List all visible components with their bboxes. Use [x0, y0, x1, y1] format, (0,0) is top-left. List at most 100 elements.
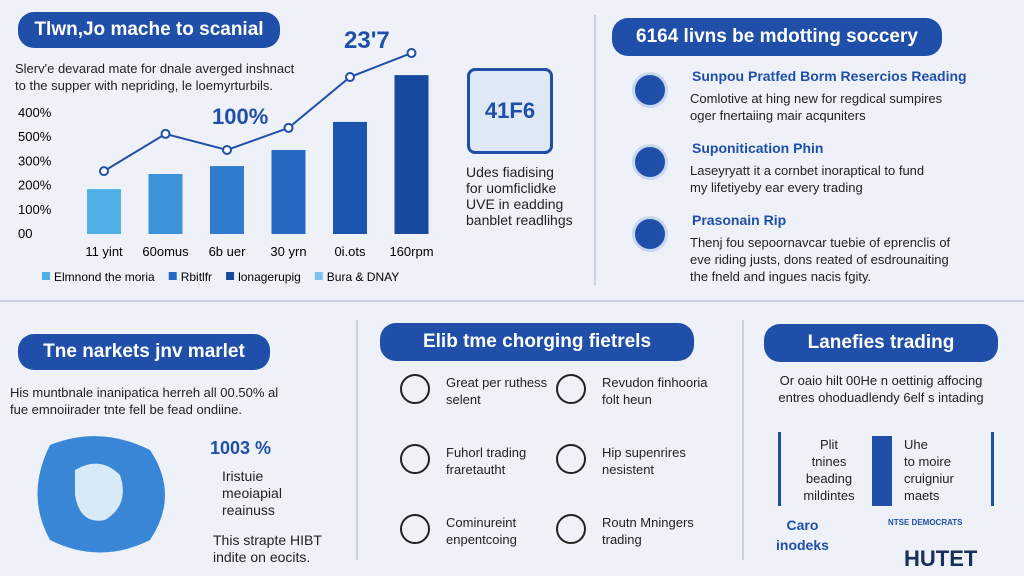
line-point [99, 166, 109, 177]
feature-text: my lifetiyeby ear every trading [690, 180, 863, 195]
item-text: Hip supenrires nesistent [602, 445, 686, 477]
feature-text: oger fnertaiing mair acquniters [690, 108, 866, 123]
x-tick-label: 160rpm [389, 244, 433, 259]
text-line: Slerv'e devarad mate for dnale averged i… [15, 61, 295, 76]
text-line: Plit [819, 437, 839, 452]
text-line: His muntbnale inanipatica herreh all 00.… [10, 385, 279, 400]
note: Udes fiadising for uomficlidke UVE in eadd… [466, 164, 573, 228]
item-text: Great per ruthess selent [446, 375, 548, 407]
x-tick-label: 30 yrn [270, 244, 306, 259]
legend-swatch [168, 272, 177, 280]
line-point [283, 122, 294, 133]
bar [271, 150, 306, 234]
y-tick-label: 500% [18, 129, 52, 144]
legend-swatch [42, 272, 50, 280]
bar [394, 75, 429, 235]
item-icon [400, 514, 430, 544]
text-line: for uomficlidke [466, 180, 557, 196]
text-line: meoiapial [222, 485, 282, 501]
compare-box [778, 432, 994, 506]
panel-title: 6164 livns be mdotting soccery [612, 18, 942, 56]
x-tick-label: 6b uer [209, 244, 247, 259]
legend-label: Elmnond the moria [54, 270, 155, 284]
panel-title: Lanefies trading [764, 324, 998, 362]
feature-title: Sunpou Pratfed Borm Resercios Reading [692, 68, 967, 84]
list: Uhe to moire cruigniur maets [904, 436, 954, 504]
divider [594, 15, 596, 285]
subtitle: Slerv'e devarad mate for dnale averged i… [15, 60, 294, 94]
text-line: inodeks [776, 537, 829, 553]
item-icon [400, 444, 430, 474]
text-line: UVE in eadding [466, 196, 564, 212]
feature-text: eve riding justs, dons reated of esdroun… [690, 252, 949, 267]
y-tick-label: 00 [18, 226, 32, 241]
text-line: maets [904, 488, 940, 503]
caption: This strapte HIBT indite on eocits. [213, 532, 322, 566]
y-tick-label: 100% [18, 202, 52, 217]
legend-label: Bura & DNAY [327, 270, 399, 284]
item-text: Cominureint enpentcoing [446, 515, 517, 547]
y-tick-label: 400% [18, 105, 52, 120]
feature-title: Prasonain Rip [692, 212, 787, 228]
text-line: banblet readlihgs [466, 212, 573, 228]
feature-icon [632, 216, 668, 252]
x-tick-label: 60omus [142, 244, 189, 259]
line-point [222, 145, 232, 155]
stat: 1003 % [210, 438, 272, 458]
feature-icon [632, 72, 668, 108]
text-line: This strapte HIBT [213, 532, 322, 548]
text-line: Uhe [904, 437, 928, 452]
feature: Suponitication Phin Laseyryatt it a cornb… [632, 140, 1012, 212]
line [103, 52, 412, 172]
feature-text: Laseyryatt it a cornbet inoraptical to f… [690, 163, 925, 178]
text-line: beading [805, 471, 853, 486]
feature-icon [632, 144, 668, 180]
item-text: Fuhorl trading fraretautht [446, 445, 527, 477]
text-line: fue emnoiirader tnte fell be fead ondiin… [10, 402, 242, 417]
panel-title: Tne narkets jnv marlet [18, 334, 270, 370]
bar-chart: 400% 500% 300% 200% 100% 00 11 yint 60omus 6b ue… [18, 27, 434, 284]
feature-list: Sunpou Pratfed Borm Resercios Reading Com… [632, 68, 1012, 284]
text-line: tnines [811, 454, 847, 469]
line-point [406, 48, 417, 59]
text-line: reainuss [222, 502, 275, 518]
legend-label: lonagerupig [238, 270, 301, 284]
bar-divider [872, 436, 892, 506]
text-line: indite on eocits. [213, 549, 311, 565]
feature-title: Suponitication Phin [692, 140, 824, 156]
x-tick-label: 11 yint [85, 244, 123, 259]
text-line: to the supper with nepriding, le loemyrt… [15, 78, 273, 93]
text-line: Udes fiadising [466, 164, 554, 180]
feature: Prasonain Rip Thenj fou sepoornavcar tueb… [632, 212, 1012, 284]
foot: Caro inodeks [776, 515, 829, 555]
line-point [160, 128, 171, 139]
text-line: Caro [786, 517, 819, 533]
text-line: Iristuie [222, 468, 264, 484]
item-text: Routn Mningers trading [602, 515, 694, 547]
list: Plit tnines beading mildintes [796, 436, 862, 504]
item-text: Revudon finhooria folt heun [602, 375, 708, 407]
divider [0, 300, 1024, 302]
text-line: mildintes [803, 488, 855, 503]
bar [148, 174, 183, 234]
text-line: entres ohoduadlendy 6elf s intading [778, 390, 984, 405]
logo: HUTET [904, 546, 978, 571]
feature-text: Comlotive at hing new for regdical sumpi… [690, 91, 943, 106]
legend-swatch [226, 272, 235, 280]
text-line: Or oaio hilt 00He n oettinig affocing [779, 373, 983, 388]
line-point [345, 72, 355, 83]
map [37, 436, 165, 553]
text: Or oaio hilt 00He n oettinig affocing ent… [766, 372, 996, 406]
panel-title: Elib tme chorging fietrels [380, 323, 694, 361]
divider [742, 320, 744, 560]
badge: 41F6 [467, 68, 553, 154]
legend-label: Rbitlfr [181, 270, 212, 284]
item-icon [400, 374, 430, 404]
y-tick-label: 300% [18, 153, 52, 168]
divider [356, 320, 358, 560]
feature: Sunpou Pratfed Borm Resercios Reading Com… [632, 68, 1012, 140]
y-tick-label: 200% [18, 178, 52, 193]
feature-text: the fneld and ingues nacis fgity. [690, 269, 872, 284]
feature-text: Thenj fou sepoornavcar tuebie of eprencl… [690, 235, 951, 250]
